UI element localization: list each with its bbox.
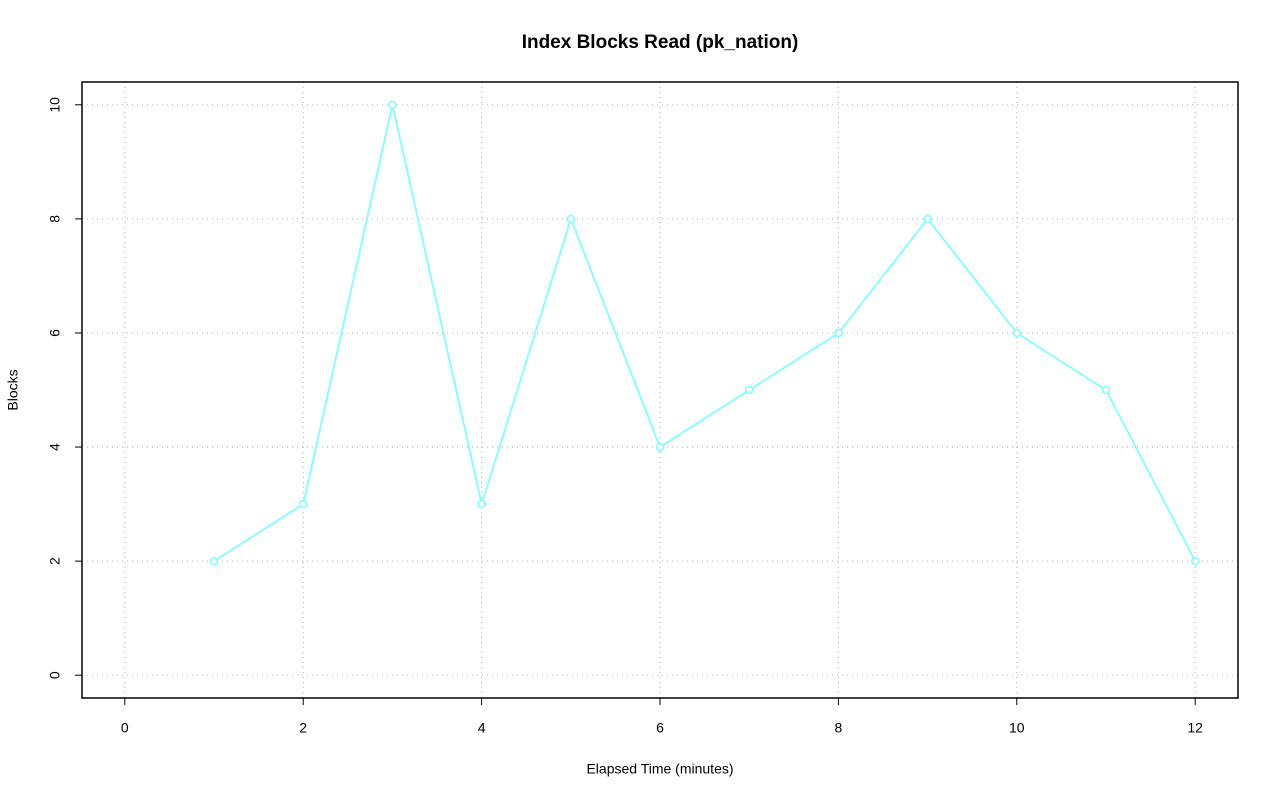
series-line [213,104,1196,562]
x-tick-label: 8 [834,720,842,736]
data-point [298,499,308,509]
data-point [1190,556,1200,566]
data-point [655,442,665,452]
plot-frame [81,81,1239,699]
x-tick-label: 4 [478,720,486,736]
data-point [209,556,219,566]
y-tick-label: 8 [47,215,63,223]
x-tick-label: 0 [121,720,129,736]
y-axis-label: Blocks [5,369,21,410]
x-axis-label: Elapsed Time (minutes) [586,761,733,777]
data-point [1101,385,1111,395]
data-point [923,214,932,224]
data-point [566,214,576,224]
chart-title: Index Blocks Read (pk_nation) [522,32,799,53]
x-tick-label: 6 [656,720,664,736]
x-tick-label: 2 [299,720,307,736]
y-tick-label: 4 [47,443,63,451]
y-tick-label: 0 [47,671,63,679]
y-tick-label: 6 [47,329,63,337]
y-tick-label: 10 [47,97,63,113]
x-tick-label: 10 [1009,720,1025,736]
x-tick-label: 12 [1187,720,1203,736]
data-point [834,328,843,338]
data-point [477,499,486,509]
data-point [744,385,754,395]
y-tick-label: 2 [47,557,63,565]
data-point [1012,328,1022,338]
data-point [388,100,397,110]
